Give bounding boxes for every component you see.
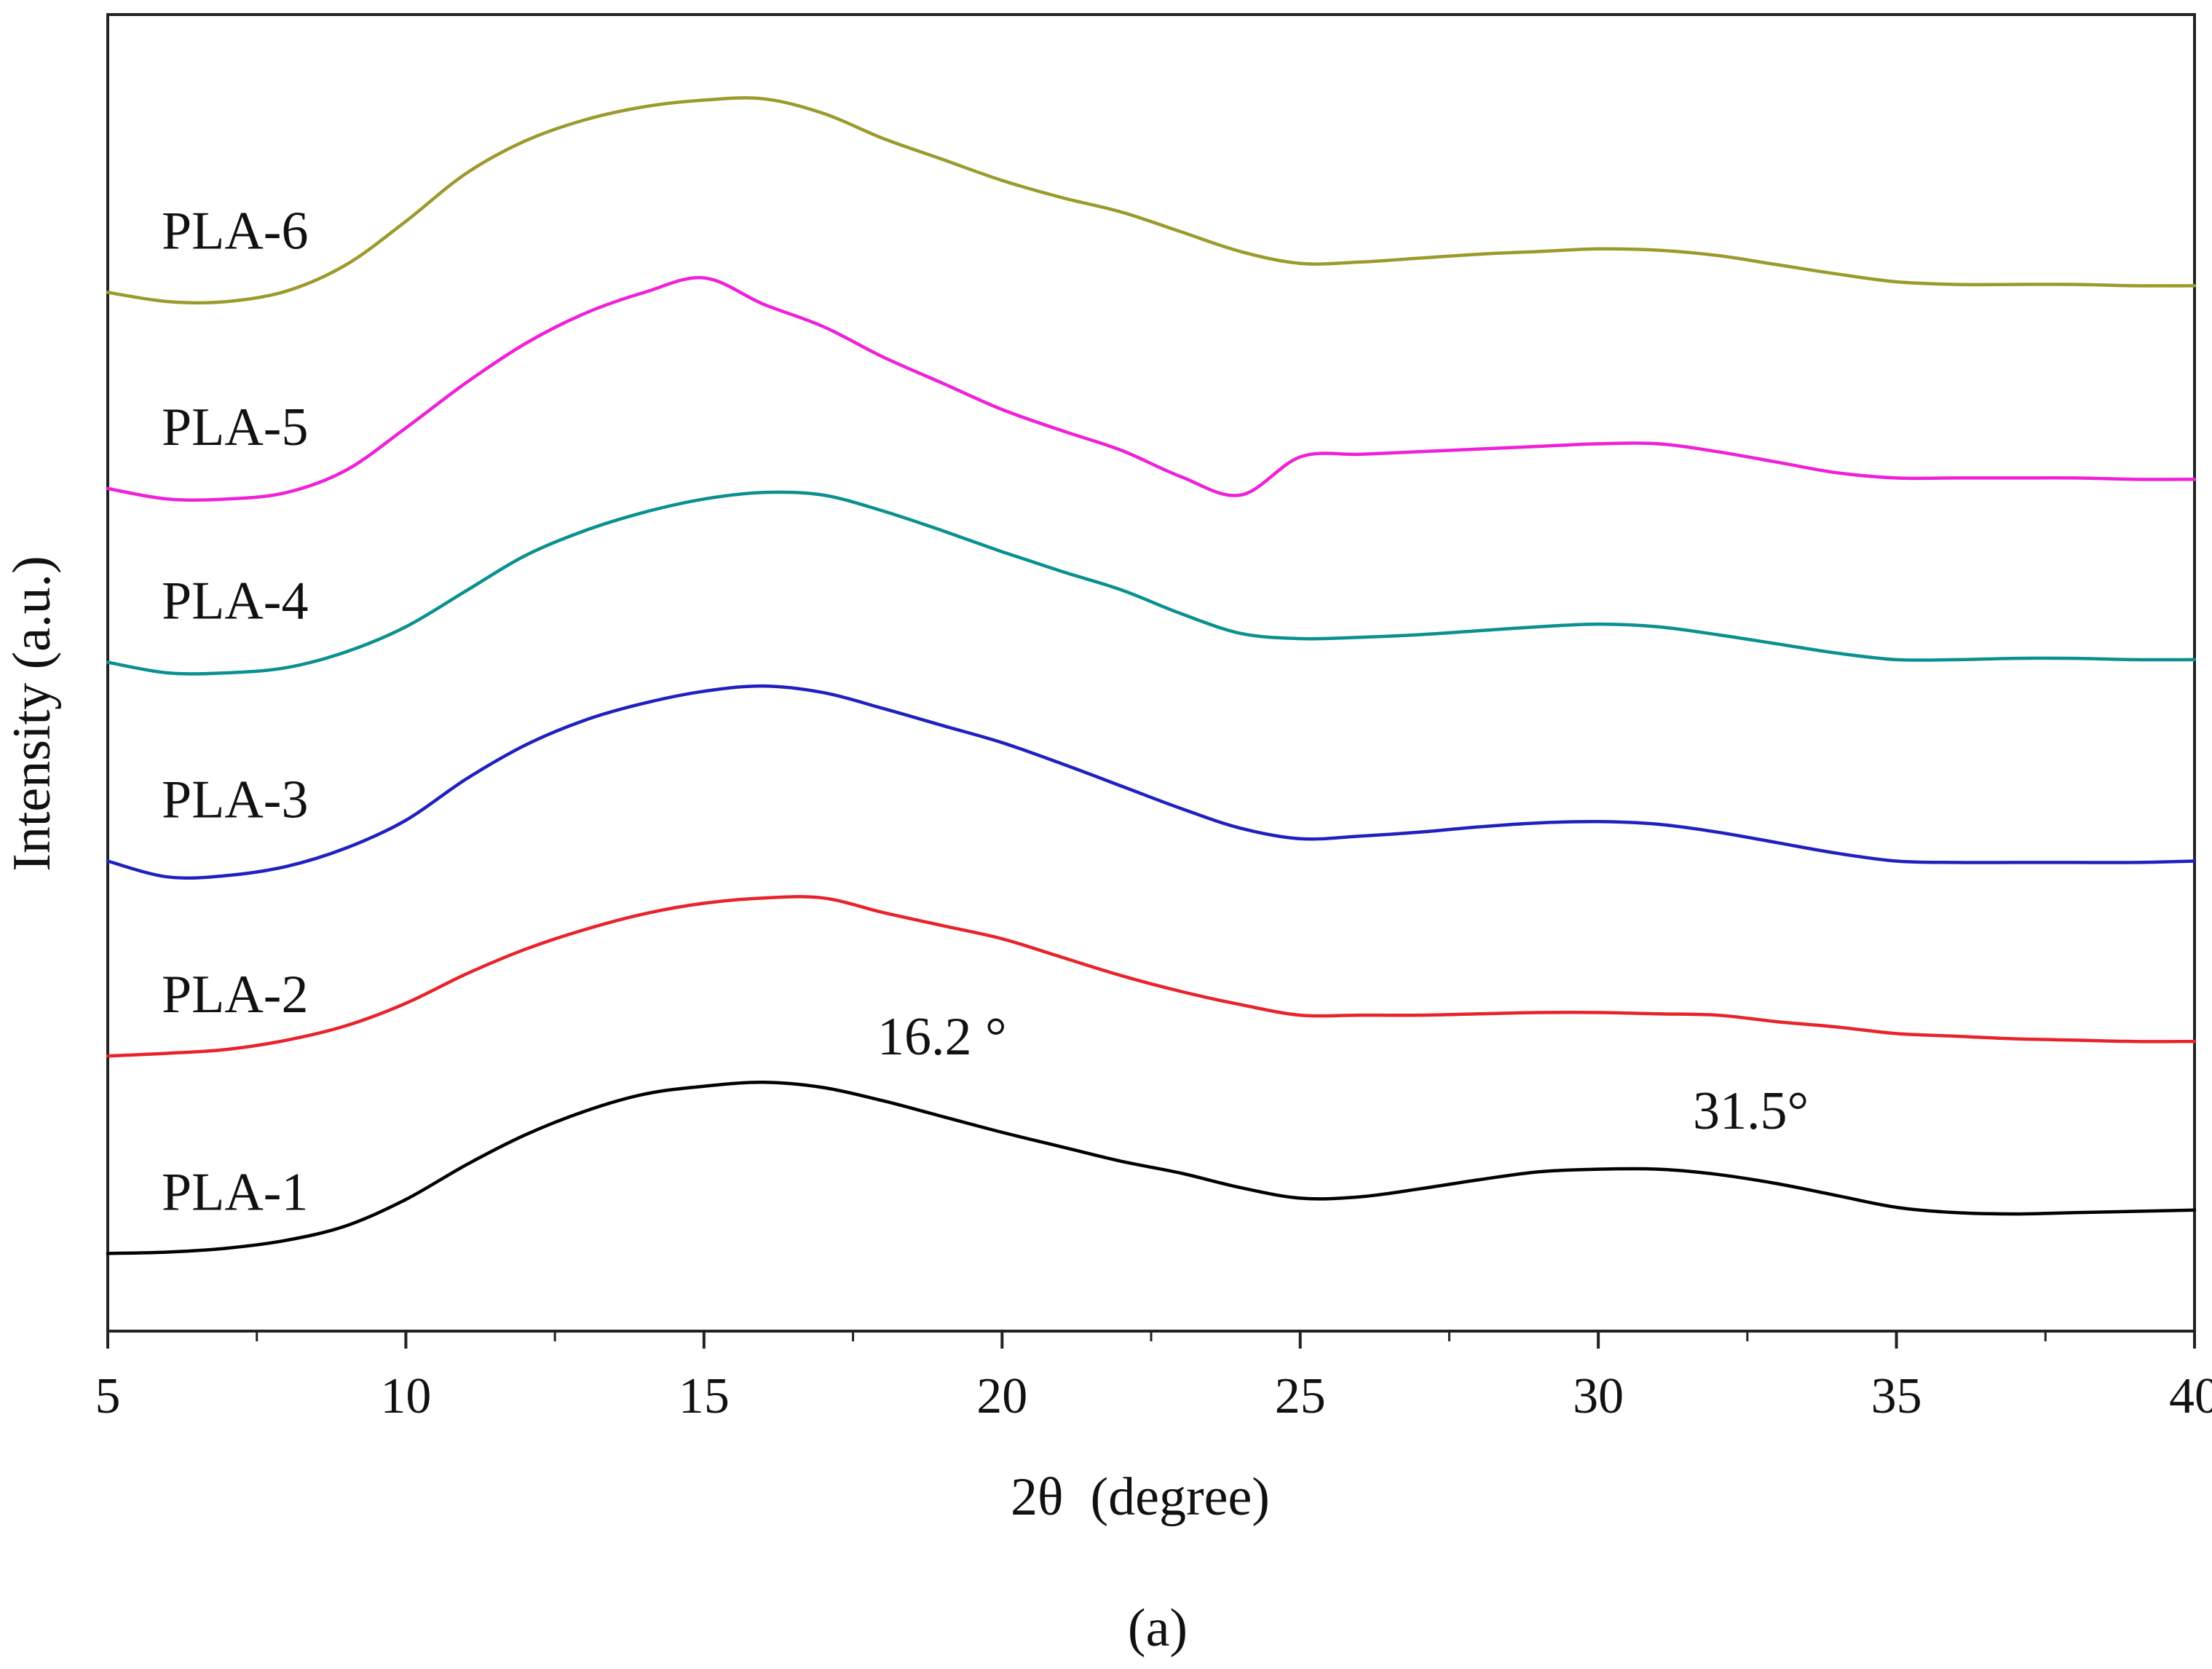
series-line-pla-3 <box>106 684 2197 880</box>
peak-annotation-31: 31.5° <box>1693 1081 1809 1141</box>
series-line-pla-4 <box>106 490 2197 676</box>
series-labels: PLA-1 PLA-2 PLA-3 PLA-4 PLA-5 PLA-6 <box>162 201 308 1222</box>
x-axis-title: 2θ (degree) <box>1011 1467 1270 1527</box>
series-label-pla-1: PLA-1 <box>162 1162 308 1222</box>
figure-caption: (a) <box>1128 1598 1188 1658</box>
series-label-pla-2: PLA-2 <box>162 965 308 1025</box>
series-line-pla-1 <box>106 1081 2197 1255</box>
series-label-pla-5: PLA-5 <box>162 398 308 457</box>
plot-frame <box>106 13 2196 1333</box>
x-tick-label: 25 <box>1275 1368 1326 1424</box>
peak-annotation-16: 16.2 ° <box>877 1007 1007 1067</box>
series-line-pla-2 <box>106 895 2197 1058</box>
series-label-pla-4: PLA-4 <box>162 572 308 631</box>
x-tick-label: 30 <box>1573 1368 1624 1424</box>
x-tick-label: 35 <box>1871 1368 1922 1424</box>
x-tick-label: 5 <box>95 1368 121 1424</box>
y-axis-title: Intensity (a.u.) <box>2 556 62 872</box>
series-line-pla-6 <box>106 96 2197 305</box>
x-tick-label: 10 <box>380 1368 431 1424</box>
x-tick-label: 40 <box>2169 1368 2212 1424</box>
x-tick-label: 15 <box>679 1368 730 1424</box>
series-label-pla-6: PLA-6 <box>162 201 308 261</box>
series-curves <box>106 96 2197 1255</box>
x-tick-label: 20 <box>976 1368 1027 1424</box>
x-axis-ticks: 5 10 15 20 25 30 35 40 <box>95 1331 2212 1424</box>
series-line-pla-5 <box>106 276 2197 502</box>
series-label-pla-3: PLA-3 <box>162 770 308 830</box>
